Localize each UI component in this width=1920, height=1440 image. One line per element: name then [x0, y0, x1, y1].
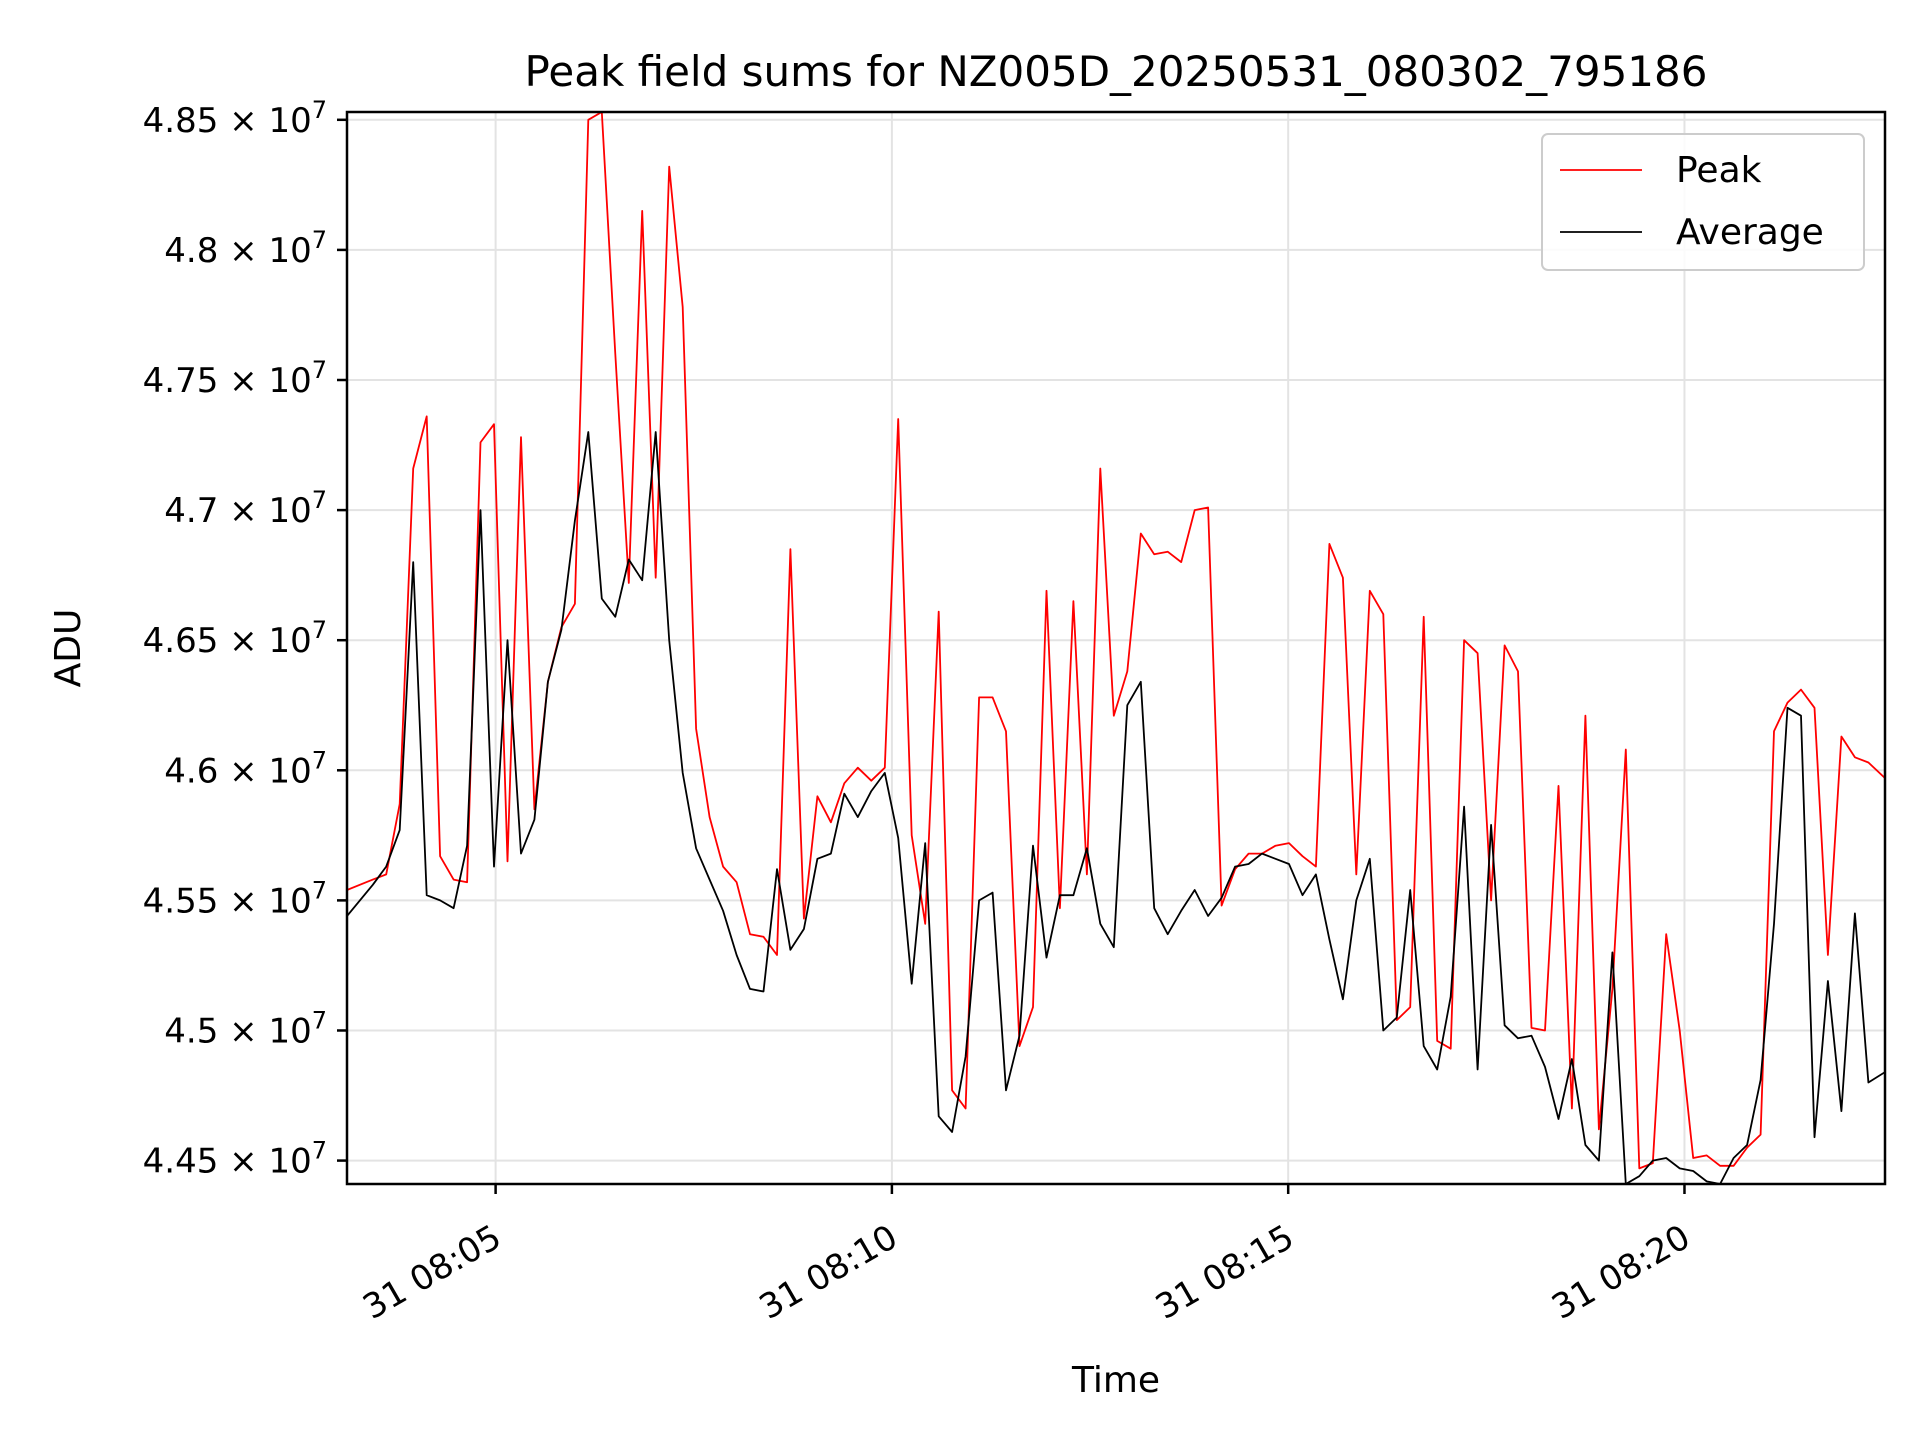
series-layer [347, 112, 1885, 1184]
chart-title: Peak field sums for NZ005D_20250531_0803… [525, 47, 1708, 96]
legend-peak-label: Peak [1676, 150, 1762, 191]
y-tick-label: 4.55 × 107 [143, 876, 327, 921]
y-axis-ticks: 4.45 × 107 4.5 × 107 4.55 × 107 4.6 × 107 4.… [143, 96, 347, 1182]
y-tick-label: 4.65 × 107 [143, 616, 327, 661]
y-tick-label: 4.75 × 107 [143, 356, 327, 401]
grid [347, 112, 1885, 1184]
y-tick-label: 4.85 × 107 [143, 96, 327, 141]
y-tick-label: 4.5 × 107 [164, 1006, 327, 1051]
legend-box [1541, 133, 1865, 271]
y-axis-title: ADU [48, 609, 89, 688]
y-tick-label: 4.7 × 107 [164, 486, 327, 531]
y-tick-label: 4.6 × 107 [164, 746, 327, 791]
series-peak-line [347, 112, 1885, 1170]
series-average-line [347, 431, 1885, 1184]
plot-frame [345, 110, 1887, 1186]
y-tick-label: 4.8 × 107 [164, 226, 327, 271]
y-tick-label: 4.45 × 107 [143, 1137, 327, 1182]
legend-average-label: Average [1676, 212, 1824, 253]
legend: Peak Average [1541, 133, 1865, 271]
x-axis-title: Time [1071, 1360, 1160, 1401]
